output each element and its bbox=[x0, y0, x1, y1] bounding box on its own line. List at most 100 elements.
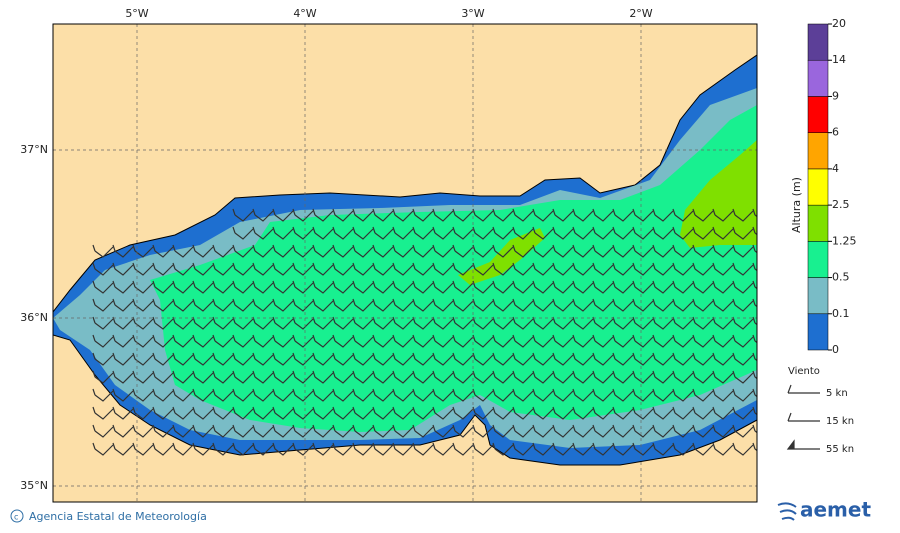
barb bbox=[272, 208, 294, 222]
barb bbox=[652, 352, 674, 366]
barb bbox=[572, 442, 594, 456]
barb bbox=[132, 262, 154, 276]
barb bbox=[452, 424, 474, 438]
barb bbox=[412, 370, 434, 384]
wind-legend-label: 5 kn bbox=[826, 388, 848, 399]
credit: Agencia Estatal de Meteorología bbox=[29, 510, 207, 523]
barb bbox=[352, 370, 374, 384]
barb bbox=[512, 424, 534, 438]
barb bbox=[492, 388, 514, 402]
barb bbox=[452, 334, 474, 348]
barb bbox=[512, 406, 534, 420]
barb bbox=[612, 280, 634, 294]
barb bbox=[432, 280, 454, 294]
barb bbox=[152, 244, 174, 258]
barb bbox=[492, 442, 514, 456]
colorbar-segment bbox=[807, 23, 829, 61]
barb bbox=[732, 208, 754, 222]
barb bbox=[652, 424, 674, 438]
barb bbox=[752, 334, 757, 344]
barb bbox=[192, 244, 214, 258]
barb bbox=[352, 334, 374, 348]
barb bbox=[92, 316, 114, 330]
barb bbox=[152, 334, 174, 348]
barb bbox=[732, 442, 754, 456]
barb bbox=[572, 244, 594, 258]
barb bbox=[292, 370, 314, 384]
barb bbox=[392, 424, 414, 438]
barb bbox=[332, 208, 354, 222]
barb bbox=[512, 334, 534, 348]
barb bbox=[332, 226, 354, 240]
barb bbox=[312, 442, 334, 456]
barb bbox=[152, 280, 174, 294]
barb bbox=[512, 244, 534, 258]
barb bbox=[652, 244, 674, 258]
barb bbox=[432, 352, 454, 366]
colorbar-segment bbox=[807, 168, 829, 206]
barb bbox=[92, 298, 114, 312]
barb bbox=[252, 280, 274, 294]
barb bbox=[172, 262, 194, 276]
barb bbox=[132, 442, 154, 456]
barb bbox=[632, 244, 654, 258]
barb bbox=[632, 442, 654, 456]
barb bbox=[92, 442, 114, 456]
barb bbox=[312, 244, 334, 258]
barb bbox=[232, 334, 254, 348]
barb bbox=[252, 334, 274, 348]
barb bbox=[512, 316, 534, 330]
barb bbox=[152, 370, 174, 384]
barb bbox=[752, 316, 757, 326]
barb bbox=[712, 208, 734, 222]
barb bbox=[92, 334, 114, 348]
barb bbox=[332, 244, 354, 258]
barb bbox=[212, 334, 234, 348]
barb bbox=[392, 370, 414, 384]
barb bbox=[512, 226, 534, 240]
barb bbox=[392, 388, 414, 402]
barb bbox=[612, 262, 634, 276]
barb bbox=[212, 442, 234, 456]
barb bbox=[292, 406, 314, 420]
barb bbox=[312, 208, 334, 222]
barb bbox=[612, 334, 634, 348]
barb bbox=[572, 208, 594, 222]
barb bbox=[272, 316, 294, 330]
barb bbox=[232, 424, 254, 438]
barb bbox=[452, 280, 474, 294]
barb-sample bbox=[786, 439, 820, 450]
barb bbox=[152, 352, 174, 366]
barb bbox=[372, 388, 394, 402]
barb bbox=[152, 262, 174, 276]
barb-sample bbox=[787, 384, 820, 394]
barb bbox=[572, 424, 594, 438]
graticule bbox=[53, 24, 757, 502]
barb bbox=[432, 298, 454, 312]
barb bbox=[152, 316, 174, 330]
colorbar-label: 9 bbox=[832, 89, 839, 102]
map-frame bbox=[52, 23, 758, 503]
barb bbox=[132, 352, 154, 366]
barb bbox=[92, 388, 114, 402]
barb bbox=[432, 244, 454, 258]
wind-legend-label: 55 kn bbox=[826, 444, 854, 455]
barb bbox=[712, 388, 734, 402]
barb bbox=[252, 442, 274, 456]
barb bbox=[712, 298, 734, 312]
barb bbox=[452, 262, 474, 276]
barb bbox=[752, 208, 757, 218]
barb bbox=[412, 298, 434, 312]
barb bbox=[332, 406, 354, 420]
barb bbox=[212, 424, 234, 438]
barb bbox=[252, 370, 274, 384]
barb bbox=[212, 244, 234, 258]
barb bbox=[632, 424, 654, 438]
barb bbox=[372, 280, 394, 294]
barb bbox=[272, 406, 294, 420]
barb bbox=[732, 352, 754, 366]
barb bbox=[752, 370, 757, 380]
barb bbox=[632, 262, 654, 276]
barb bbox=[552, 280, 574, 294]
